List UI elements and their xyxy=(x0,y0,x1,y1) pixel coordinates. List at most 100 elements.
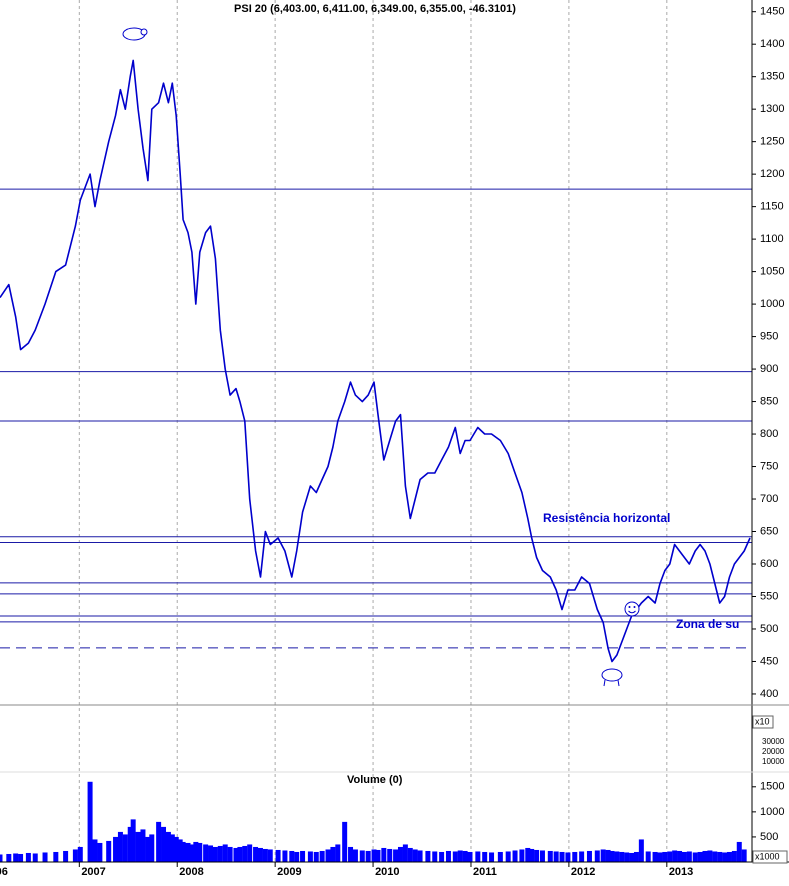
volume-bar xyxy=(375,849,381,862)
y-tick-label: 600 xyxy=(760,558,778,570)
volume-bar xyxy=(32,853,38,862)
volume-bar xyxy=(106,840,112,862)
volume-bar xyxy=(330,846,336,862)
scale-box xyxy=(752,850,788,864)
x-tick-label: 2012 xyxy=(571,866,595,878)
volume-bar xyxy=(193,841,199,862)
volume-bar xyxy=(177,839,183,862)
volume-bar xyxy=(439,851,445,862)
volume-bar xyxy=(335,844,341,862)
y-tick-label: 850 xyxy=(760,395,778,407)
minor-label: 10000 xyxy=(762,757,785,766)
y-tick-label: 1450 xyxy=(760,6,784,18)
volume-bar xyxy=(262,848,268,862)
volume-bar xyxy=(87,781,93,862)
volume-bar xyxy=(579,851,585,862)
volume-bar xyxy=(519,849,525,862)
volume-bar xyxy=(692,852,698,862)
volume-bar xyxy=(122,834,128,862)
volume-bar xyxy=(614,851,620,862)
volume-bar xyxy=(97,842,103,862)
chart-title: PSI 20 (6,403.00, 6,411.00, 6,349.00, 6,… xyxy=(234,3,516,15)
volume-bar xyxy=(731,850,737,862)
x-tick-label: 2009 xyxy=(277,866,301,878)
volume-bar xyxy=(197,842,203,862)
volume-bar xyxy=(282,850,288,862)
volume-bar xyxy=(629,852,635,862)
volume-bar xyxy=(300,850,306,862)
y-tick-label: 1350 xyxy=(760,71,784,83)
volume-bar xyxy=(319,850,325,862)
volume-bar xyxy=(482,851,488,862)
volume-bar xyxy=(173,836,179,862)
volume-bar xyxy=(677,850,683,862)
volume-bar xyxy=(161,826,167,862)
volume-bar xyxy=(489,852,495,862)
volume-bar xyxy=(594,850,600,862)
volume-bar xyxy=(113,836,119,862)
volume-bar xyxy=(247,844,253,862)
volume-bar xyxy=(72,849,78,862)
volume-bar xyxy=(722,852,728,862)
volume-bar xyxy=(475,851,481,862)
volume-bar xyxy=(702,850,708,862)
volume-bar xyxy=(140,829,146,862)
y-tick-label: 400 xyxy=(760,688,778,700)
volume-bar xyxy=(452,851,458,862)
volume-bar xyxy=(92,839,98,862)
volume-bar xyxy=(77,846,83,862)
volume-bar xyxy=(257,847,263,862)
volume-bar xyxy=(63,850,69,862)
y-tick-label: 1050 xyxy=(760,266,784,278)
volume-bar xyxy=(662,851,668,862)
volume-bar xyxy=(217,845,223,862)
volume-bar xyxy=(467,851,473,862)
volume-bar xyxy=(553,851,559,862)
x-tick-label: 2008 xyxy=(179,866,203,878)
volume-bar xyxy=(267,849,273,862)
volume-bar xyxy=(149,834,155,862)
volume-bar xyxy=(203,844,209,862)
volume-bar xyxy=(156,821,162,862)
volume-bar xyxy=(462,850,468,862)
volume-bar xyxy=(53,851,59,862)
volume-bar xyxy=(6,853,12,862)
y-tick-label: 950 xyxy=(760,330,778,342)
volume-y-tick-label: 1000 xyxy=(760,806,784,818)
y-tick-label: 650 xyxy=(760,525,778,537)
volume-bar xyxy=(667,851,673,862)
minor-label: 30000 xyxy=(762,737,785,746)
volume-bar xyxy=(402,844,408,862)
volume-bar xyxy=(609,850,615,862)
x-tick-label: 2007 xyxy=(81,866,105,878)
plot-area: 2006 2007 2008 2009 2010 2011 2012 2013 xyxy=(0,0,752,878)
volume-bar xyxy=(559,851,565,862)
volume-bar xyxy=(572,851,578,862)
volume-bar xyxy=(736,841,742,862)
volume-bar xyxy=(407,847,413,862)
volume-title: Volume (0) xyxy=(347,774,403,786)
volume-scale-label: x1000 xyxy=(755,851,780,861)
volume-bar xyxy=(425,850,431,862)
x-tick-label: 2013 xyxy=(669,866,693,878)
volume-bar xyxy=(565,852,571,862)
volume-bar xyxy=(325,849,331,862)
y-tick-label: 1250 xyxy=(760,136,784,148)
volume-bar xyxy=(605,849,611,862)
scale-box xyxy=(752,715,774,729)
volume-bar xyxy=(726,851,732,862)
y-tick-label: 1100 xyxy=(760,233,784,245)
y-tick-label: 750 xyxy=(760,460,778,472)
volume-bar xyxy=(242,845,248,862)
volume-bar xyxy=(289,850,295,862)
volume-bar xyxy=(275,849,281,862)
y-tick-label: 1300 xyxy=(760,103,784,115)
volume-bar xyxy=(352,849,358,862)
y-tick-label: 1150 xyxy=(760,201,784,213)
volume-bar xyxy=(222,844,228,862)
y-tick-label: 550 xyxy=(760,590,778,602)
volume-bar xyxy=(432,851,438,862)
volume-bar xyxy=(412,849,418,862)
volume-bar xyxy=(189,844,195,862)
